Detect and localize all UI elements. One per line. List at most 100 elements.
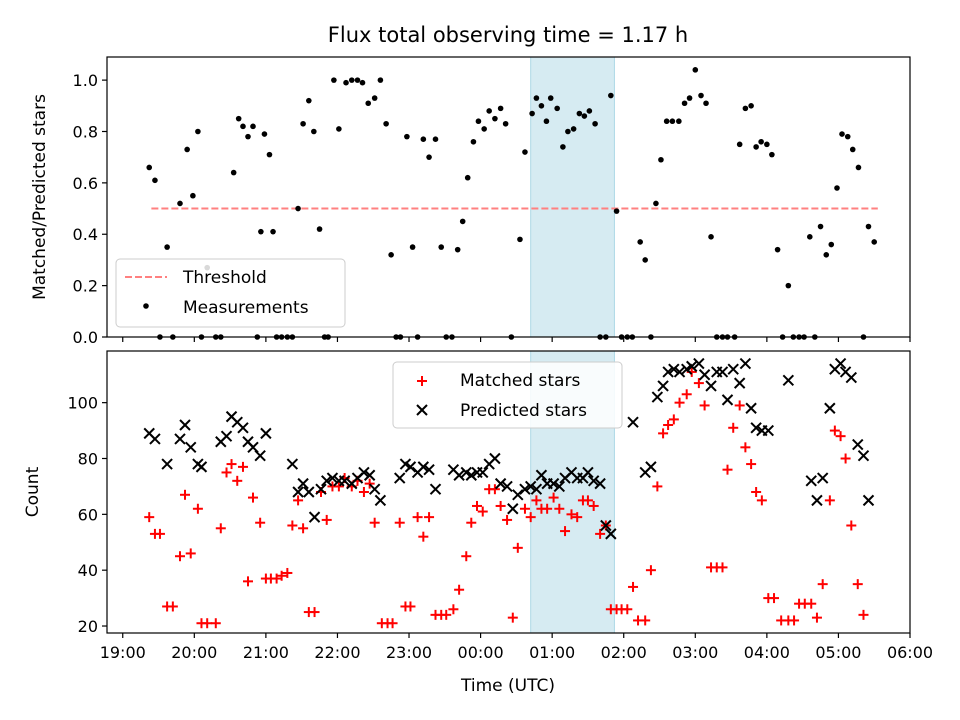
measurement-point: [377, 77, 384, 83]
top-y-tick-label: 0.6: [73, 174, 98, 193]
predicted-stars-point: [721, 394, 734, 406]
matched-stars-point: [210, 618, 221, 629]
matched-stars-point: [364, 478, 375, 489]
x-tick-label: 20:00: [171, 643, 217, 662]
matched-stars-point: [572, 512, 583, 523]
matched-stars-point: [202, 618, 213, 629]
measurement-point: [533, 95, 540, 101]
measurement-point: [769, 151, 775, 158]
chart-title: Flux total observing time = 1.17 h: [328, 23, 688, 47]
matched-stars-point: [806, 598, 817, 609]
measurement-point: [736, 141, 743, 148]
matched-stars-point: [548, 492, 559, 503]
predicted-stars-point: [363, 469, 376, 481]
matched-stars-point: [840, 453, 851, 464]
x-tick-label: 03:00: [672, 643, 718, 662]
matched-stars-point: [424, 512, 435, 523]
measurement-point: [438, 244, 445, 250]
measurement-point: [250, 123, 256, 130]
predicted-stars-point: [237, 422, 249, 434]
measurement-point: [642, 257, 648, 263]
predicted-stars-point: [220, 430, 233, 442]
matched-stars-point: [658, 428, 669, 439]
x-tick-label: 22:00: [314, 643, 360, 662]
measurement-point: [753, 144, 759, 150]
predicted-stars-point: [727, 363, 739, 375]
predicted-stars-point: [587, 475, 600, 487]
matched-stars-point: [699, 400, 710, 411]
matched-stars-point: [824, 495, 835, 506]
predicted-stars-point: [292, 486, 304, 498]
matched-stars-point: [531, 495, 542, 506]
measurement-point: [817, 223, 824, 230]
measurement-point: [669, 118, 676, 125]
measurement-point: [404, 133, 410, 140]
measurement-point: [348, 77, 355, 83]
matched-stars-point: [495, 500, 506, 511]
matched-stars-point: [595, 528, 606, 539]
measurement-point: [343, 79, 349, 86]
measurement-point: [708, 234, 714, 240]
measurement-point: [703, 100, 709, 107]
predicted-stars-point: [507, 503, 519, 515]
measurement-point: [554, 105, 560, 112]
predicted-stars-point: [494, 477, 507, 490]
predicted-stars-point: [834, 357, 847, 370]
top-highlight-span: [530, 56, 615, 338]
measurement-point: [383, 120, 389, 127]
measurement-point: [586, 108, 593, 114]
measurement-point: [748, 103, 754, 109]
matched-stars-point: [829, 425, 840, 436]
matched-stars-point: [237, 461, 248, 472]
predicted-stars-point: [254, 449, 266, 462]
matched-stars-point: [717, 562, 728, 573]
predicted-stars-point: [705, 380, 717, 392]
matched-stars-point: [221, 467, 232, 478]
matched-stars-point: [154, 528, 165, 539]
matched-stars-point: [298, 523, 309, 534]
measurement-point: [454, 246, 461, 253]
predicted-stars-point: [627, 416, 639, 428]
predicted-stars-point: [750, 422, 762, 434]
matched-stars-point: [502, 514, 513, 525]
predicted-stars-point: [668, 363, 680, 375]
measurement-point: [676, 118, 682, 125]
predicted-stars-point: [782, 374, 795, 387]
measurement-point: [311, 128, 317, 135]
measurement-point: [658, 156, 664, 163]
top-y-axis-label: Matched/Predicted stars: [30, 94, 50, 300]
predicted-stars-point: [824, 402, 836, 414]
measurement-point: [146, 164, 153, 171]
matched-stars-point: [582, 495, 593, 506]
predicted-stars-point: [745, 402, 757, 414]
measurement-point: [195, 128, 201, 135]
matched-stars-point: [489, 484, 500, 495]
predicted-stars-point: [195, 461, 208, 473]
measurement-point: [316, 226, 323, 232]
measurement-point: [177, 200, 183, 207]
predicted-stars-point: [530, 483, 543, 495]
matched-stars-point: [412, 512, 423, 523]
matched-stars-point: [628, 581, 639, 592]
matched-stars-point: [309, 607, 320, 618]
predicted-stars-point: [465, 469, 477, 481]
matched-stars-point: [740, 442, 751, 453]
measurement-point: [359, 79, 366, 86]
predicted-stars-point: [321, 475, 333, 487]
predicted-stars-point: [673, 366, 686, 378]
predicted-stars-point: [762, 424, 775, 437]
matched-stars-point: [394, 517, 405, 528]
matched-stars-point: [144, 512, 155, 523]
predicted-stars-point: [553, 480, 566, 493]
top-y-tick-label: 0.2: [73, 277, 98, 296]
predicted-stars-point: [315, 483, 327, 495]
matched-stars-point: [681, 389, 692, 400]
measurement-point: [517, 236, 523, 243]
matched-stars-point: [858, 609, 869, 620]
matched-stars-point: [674, 397, 685, 408]
measurement-point: [459, 218, 466, 225]
bottom-y-tick-label: 20: [78, 617, 98, 636]
measurement-point: [261, 131, 268, 137]
matched-stars-point: [441, 609, 452, 620]
